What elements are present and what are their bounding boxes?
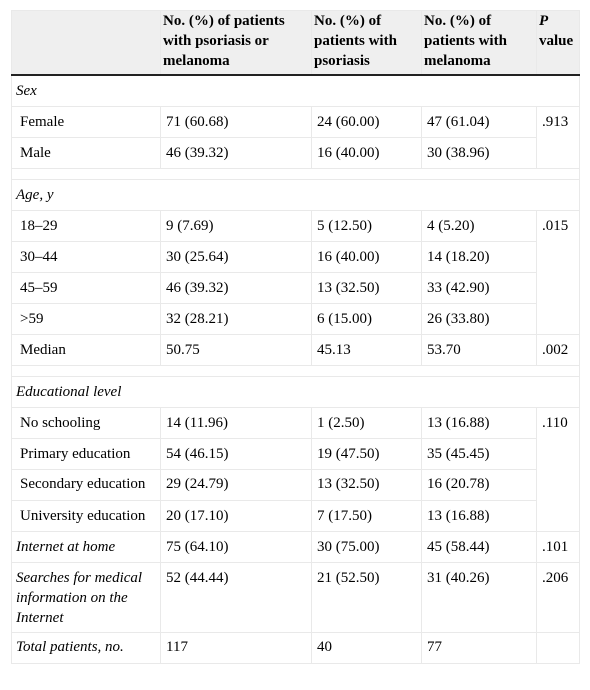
cell-p-value: .002 xyxy=(536,334,580,366)
table-row: University education 20 (17.10) 7 (17.50… xyxy=(11,500,580,532)
cell-psoriasis: 24 (60.00) xyxy=(311,106,422,138)
cell-psoriasis: 6 (15.00) xyxy=(311,303,422,335)
row-label: Male xyxy=(11,137,161,169)
cell-all: 9 (7.69) xyxy=(160,210,312,242)
table-row: Primary education 54 (46.15) 19 (47.50) … xyxy=(11,438,580,470)
table-row: Secondary education 29 (24.79) 13 (32.50… xyxy=(11,469,580,501)
row-label: University education xyxy=(11,500,161,532)
section-row-sex: Sex xyxy=(11,74,580,107)
section-title: Educational level xyxy=(11,376,580,408)
row-label: Female xyxy=(11,106,161,138)
cell-psoriasis: 30 (75.00) xyxy=(311,531,422,563)
cell-all: 71 (60.68) xyxy=(160,106,312,138)
cell-melanoma: 13 (16.88) xyxy=(421,500,537,532)
cell-melanoma: 47 (61.04) xyxy=(421,106,537,138)
cell-psoriasis: 13 (32.50) xyxy=(311,469,422,501)
cell-psoriasis: 19 (47.50) xyxy=(311,438,422,470)
cell-melanoma: 26 (33.80) xyxy=(421,303,537,335)
cell-psoriasis: 13 (32.50) xyxy=(311,272,422,304)
cell-psoriasis: 1 (2.50) xyxy=(311,407,422,439)
row-label: Internet at home xyxy=(11,531,161,563)
spacer-row xyxy=(11,365,580,377)
cell-all: 14 (11.96) xyxy=(160,407,312,439)
table-row-median: Median 50.75 45.13 53.70 .002 xyxy=(11,334,580,366)
row-label: 18–29 xyxy=(11,210,161,242)
cell-melanoma: 16 (20.78) xyxy=(421,469,537,501)
cell-psoriasis: 21 (52.50) xyxy=(311,562,422,633)
cell-all: 30 (25.64) xyxy=(160,241,312,273)
cell-melanoma: 31 (40.26) xyxy=(421,562,537,633)
cell-melanoma: 77 xyxy=(421,632,537,664)
patient-characteristics-table: No. (%) of patients with psoriasis or me… xyxy=(11,10,580,664)
cell-all: 29 (24.79) xyxy=(160,469,312,501)
cell-psoriasis: 45.13 xyxy=(311,334,422,366)
row-label: Primary education xyxy=(11,438,161,470)
table-row: 45–59 46 (39.32) 13 (32.50) 33 (42.90) xyxy=(11,272,580,304)
header-row: No. (%) of patients with psoriasis or me… xyxy=(11,10,580,76)
cell-psoriasis: 16 (40.00) xyxy=(311,137,422,169)
row-label: Searches for medical information on the … xyxy=(11,562,161,633)
section-row-education: Educational level xyxy=(11,376,580,408)
cell-p-value: .015 xyxy=(536,210,580,335)
row-label: >59 xyxy=(11,303,161,335)
cell-psoriasis: 16 (40.00) xyxy=(311,241,422,273)
table-row: Male 46 (39.32) 16 (40.00) 30 (38.96) xyxy=(11,137,580,169)
header-blank xyxy=(11,10,161,76)
cell-melanoma: 35 (45.45) xyxy=(421,438,537,470)
cell-p-value: .206 xyxy=(536,562,580,633)
spacer-cell xyxy=(11,365,580,377)
cell-psoriasis: 5 (12.50) xyxy=(311,210,422,242)
cell-p-value xyxy=(536,632,580,664)
header-psoriasis: No. (%) of patients with psoriasis xyxy=(311,10,422,76)
header-value-word: value xyxy=(539,33,574,49)
table-row: Female 71 (60.68) 24 (60.00) 47 (61.04) … xyxy=(11,106,580,169)
cell-all: 32 (28.21) xyxy=(160,303,312,335)
cell-all: 117 xyxy=(160,632,312,664)
cell-all: 54 (46.15) xyxy=(160,438,312,470)
cell-all: 46 (39.32) xyxy=(160,137,312,169)
cell-psoriasis: 40 xyxy=(311,632,422,664)
cell-psoriasis: 7 (17.50) xyxy=(311,500,422,532)
spacer-row xyxy=(11,168,580,180)
table-row-internet: Internet at home 75 (64.10) 30 (75.00) 4… xyxy=(11,531,580,563)
cell-all: 75 (64.10) xyxy=(160,531,312,563)
row-label: No schooling xyxy=(11,407,161,439)
cell-all: 46 (39.32) xyxy=(160,272,312,304)
cell-melanoma: 45 (58.44) xyxy=(421,531,537,563)
cell-melanoma: 13 (16.88) xyxy=(421,407,537,439)
cell-all: 20 (17.10) xyxy=(160,500,312,532)
cell-p-value: .101 xyxy=(536,531,580,563)
cell-all: 50.75 xyxy=(160,334,312,366)
section-title: Age, y xyxy=(11,179,580,211)
row-label: Median xyxy=(11,334,161,366)
cell-melanoma: 14 (18.20) xyxy=(421,241,537,273)
table-row: 18–29 9 (7.69) 5 (12.50) 4 (5.20) .015 xyxy=(11,210,580,335)
section-title: Sex xyxy=(11,74,580,107)
table-row: No schooling 14 (11.96) 1 (2.50) 13 (16.… xyxy=(11,407,580,532)
cell-all: 52 (44.44) xyxy=(160,562,312,633)
table-row-searches: Searches for medical information on the … xyxy=(11,562,580,633)
row-label: Secondary education xyxy=(11,469,161,501)
header-p-letter: P xyxy=(539,13,549,29)
table-row: 30–44 30 (25.64) 16 (40.00) 14 (18.20) xyxy=(11,241,580,273)
table-row-total: Total patients, no. 117 40 77 xyxy=(11,632,580,664)
cell-melanoma: 4 (5.20) xyxy=(421,210,537,242)
row-label: Total patients, no. xyxy=(11,632,161,664)
header-melanoma: No. (%) of patients with melanoma xyxy=(421,10,537,76)
cell-melanoma: 33 (42.90) xyxy=(421,272,537,304)
row-label: 30–44 xyxy=(11,241,161,273)
cell-p-value: .913 xyxy=(536,106,580,169)
cell-p-value: .110 xyxy=(536,407,580,532)
section-row-age: Age, y xyxy=(11,179,580,211)
table-row: >59 32 (28.21) 6 (15.00) 26 (33.80) xyxy=(11,303,580,335)
cell-melanoma: 30 (38.96) xyxy=(421,137,537,169)
spacer-cell xyxy=(11,168,580,180)
row-label: 45–59 xyxy=(11,272,161,304)
cell-melanoma: 53.70 xyxy=(421,334,537,366)
header-all-patients: No. (%) of patients with psoriasis or me… xyxy=(160,10,312,76)
